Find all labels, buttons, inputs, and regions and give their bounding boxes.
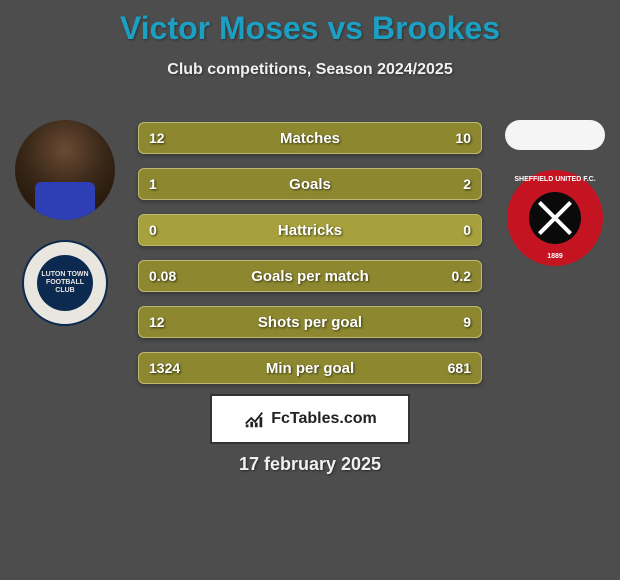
stat-value-left: 0.08 bbox=[149, 268, 176, 284]
stat-bar: 12 10 Matches bbox=[138, 122, 482, 154]
chart-icon bbox=[243, 408, 265, 430]
stat-value-right: 10 bbox=[455, 130, 471, 146]
right-column: SHEFFIELD UNITED F.C. 1889 bbox=[500, 120, 610, 266]
stat-value-left: 1324 bbox=[149, 360, 180, 376]
left-column: LUTON TOWN FOOTBALL CLUB bbox=[10, 120, 120, 326]
crossed-swords-icon bbox=[529, 192, 581, 244]
stat-value-left: 1 bbox=[149, 176, 157, 192]
club-crest-right: SHEFFIELD UNITED F.C. 1889 bbox=[507, 170, 603, 266]
stat-bar: 0.08 0.2 Goals per match bbox=[138, 260, 482, 292]
page-title: Victor Moses vs Brookes bbox=[0, 0, 620, 47]
stat-label: Matches bbox=[280, 130, 340, 147]
stat-label: Min per goal bbox=[266, 360, 354, 377]
club-crest-right-label-top: SHEFFIELD UNITED F.C. bbox=[507, 176, 603, 183]
stat-bar: 1324 681 Min per goal bbox=[138, 352, 482, 384]
stat-value-right: 9 bbox=[463, 314, 471, 330]
stat-bar-seg-right bbox=[253, 169, 481, 199]
stat-value-right: 0 bbox=[463, 222, 471, 238]
stat-value-right: 681 bbox=[448, 360, 471, 376]
player-right-photo bbox=[505, 120, 605, 150]
stat-value-left: 12 bbox=[149, 130, 165, 146]
stat-value-right: 2 bbox=[463, 176, 471, 192]
stat-value-left: 0 bbox=[149, 222, 157, 238]
branding-badge: FcTables.com bbox=[210, 394, 410, 444]
club-crest-left-label: LUTON TOWN FOOTBALL CLUB bbox=[37, 255, 93, 311]
stat-bar: 1 2 Goals bbox=[138, 168, 482, 200]
page-subtitle: Club competitions, Season 2024/2025 bbox=[0, 61, 620, 79]
club-crest-right-label-bottom: 1889 bbox=[507, 253, 603, 260]
branding-text: FcTables.com bbox=[271, 410, 377, 428]
stat-label: Goals per match bbox=[251, 268, 369, 285]
stat-bar: 12 9 Shots per goal bbox=[138, 306, 482, 338]
player-left-photo bbox=[15, 120, 115, 220]
date-text: 17 february 2025 bbox=[0, 454, 620, 475]
stat-label: Goals bbox=[289, 176, 331, 193]
stat-label: Shots per goal bbox=[258, 314, 362, 331]
stat-bar: 0 0 Hattricks bbox=[138, 214, 482, 246]
stats-bar-group: 1210Matches12Goals00Hattricks0.080.2Goal… bbox=[138, 122, 482, 384]
stat-label: Hattricks bbox=[278, 222, 342, 239]
club-crest-left: LUTON TOWN FOOTBALL CLUB bbox=[22, 240, 108, 326]
stat-value-left: 12 bbox=[149, 314, 165, 330]
stat-value-right: 0.2 bbox=[452, 268, 471, 284]
